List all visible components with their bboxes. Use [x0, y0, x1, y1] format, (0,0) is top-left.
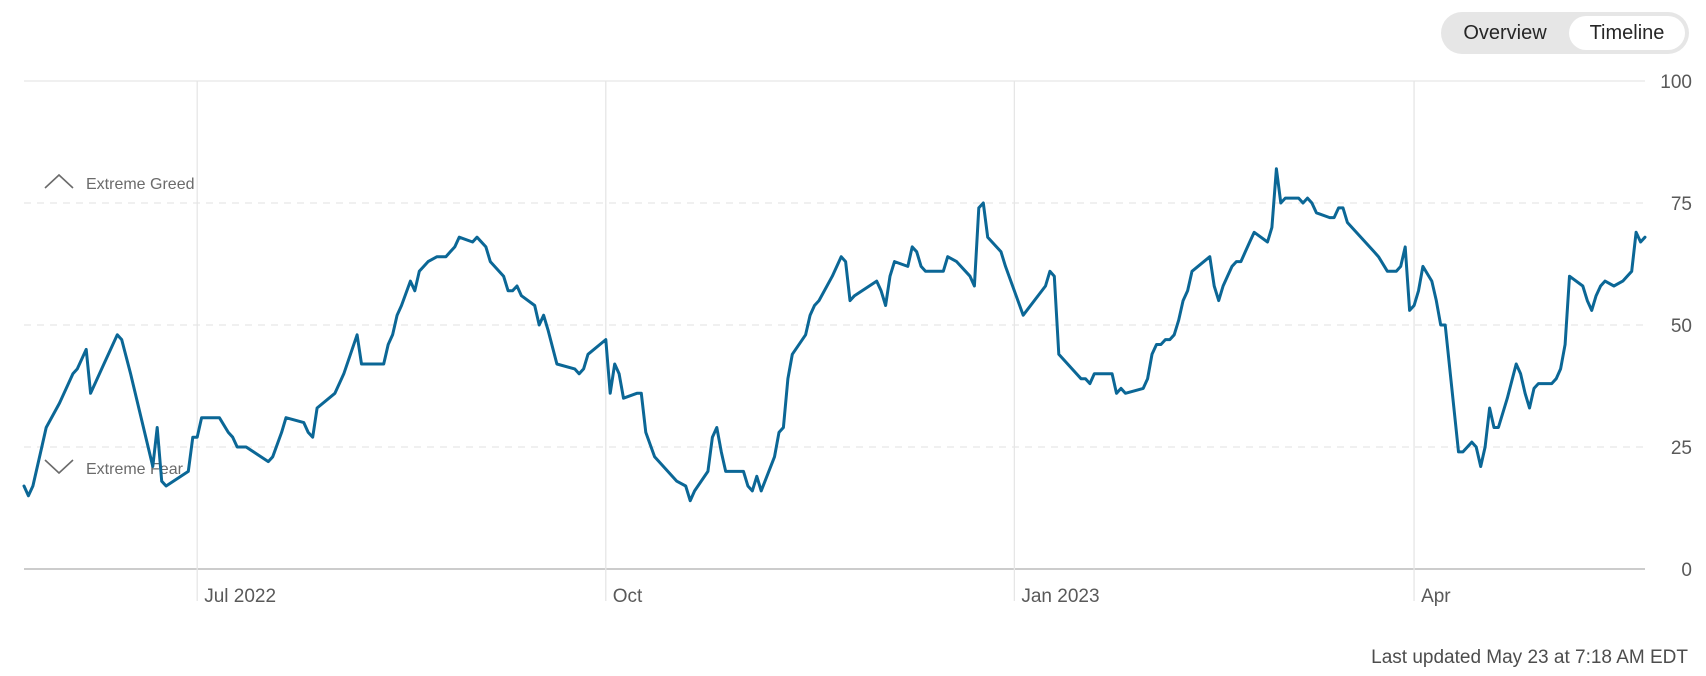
- extreme-fear-label: Extreme Fear: [86, 461, 184, 478]
- chevron-up-icon: [44, 173, 74, 189]
- extreme-fear-marker: Extreme Fear: [44, 459, 184, 478]
- last-updated-text: Last updated May 23 at 7:18 AM EDT: [1371, 647, 1688, 668]
- x-tick-label: Jul 2022: [204, 586, 276, 607]
- series-line: [22, 167, 1647, 503]
- view-toggle: Overview Timeline: [1441, 12, 1689, 54]
- series-layer: [22, 167, 1647, 503]
- x-tick-label: Apr: [1421, 586, 1451, 607]
- x-tick-label: Oct: [613, 586, 643, 607]
- tab-overview[interactable]: Overview: [1463, 22, 1547, 44]
- y-tick-label: 0: [1681, 560, 1692, 581]
- grid-layer: [24, 80, 1645, 601]
- zone-markers: Extreme Greed Extreme Fear: [44, 173, 194, 478]
- y-tick-label: 25: [1671, 438, 1692, 459]
- tab-timeline[interactable]: Timeline: [1569, 16, 1685, 50]
- y-tick-label: 50: [1671, 316, 1692, 337]
- extreme-greed-marker: Extreme Greed: [44, 173, 194, 193]
- axis-labels: 0 25 50 75 100 Jul 2022 Oct Jan 2023 Apr: [204, 72, 1692, 607]
- x-tick-label: Jan 2023: [1021, 586, 1099, 607]
- extreme-greed-label: Extreme Greed: [86, 176, 194, 193]
- chevron-down-icon: [44, 459, 74, 475]
- y-tick-label: 75: [1671, 194, 1692, 215]
- y-tick-label: 100: [1660, 72, 1692, 93]
- fear-greed-timeline-chart: Extreme Greed Extreme Fear 0 25 50 75 100 Jul…: [22, 72, 1692, 607]
